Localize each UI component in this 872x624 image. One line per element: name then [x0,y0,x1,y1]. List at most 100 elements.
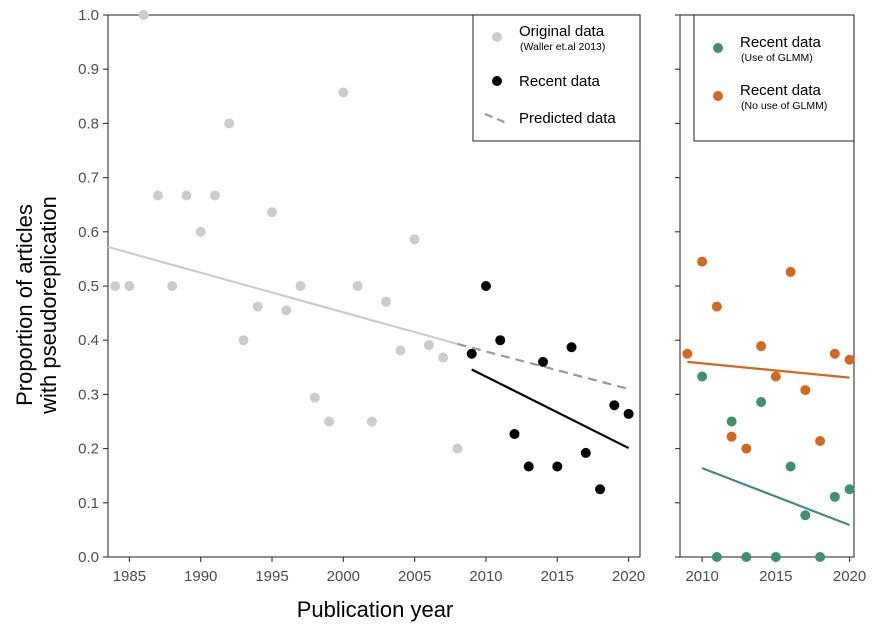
legend-key-glmm [713,43,723,53]
point-noglmm [815,436,826,447]
point-original [124,281,135,291]
y-axis-title-line-2: with pseudoreplication [36,196,61,415]
point-original [209,190,220,201]
point-original [438,352,449,363]
y-tick-label: 0.7 [78,170,99,187]
left-x-tick-label: 2010 [469,568,502,585]
point-original [352,281,363,291]
point-original [338,87,349,98]
y-tick-label: 0.3 [78,386,99,403]
y-tick-label: 1.0 [78,7,99,24]
point-recent [566,342,577,353]
point-original [309,392,320,403]
left-x-tick-label: 1995 [255,568,288,585]
point-noglmm [741,443,752,454]
fit-line-noglmm [687,360,850,379]
point-original [238,335,249,346]
legend-key-predicted [484,112,510,126]
legend-label-predicted: Predicted data [519,110,616,127]
point-original [295,281,306,291]
left-panel: 0.0 0.1 0.2 0.3 0.4 0.5 0.6 0.7 0.8 0.9 1.0 1985 199… [78,7,645,585]
point-recent [509,428,520,439]
point-original [195,226,206,237]
point-original [423,340,434,351]
point-original [167,281,178,291]
point-glmm [741,552,752,562]
y-tick-label: 0.0 [78,549,99,566]
point-recent [595,484,606,495]
y-tick-label: 0.5 [78,278,99,295]
point-original [224,118,235,129]
point-noglmm [770,371,781,382]
right-x-tick-label: 2020 [833,568,866,585]
legend-label-noglmm: Recent data [740,82,822,99]
point-noglmm [844,354,855,365]
point-original [281,305,292,316]
point-glmm [697,371,708,382]
left-x-tick-label: 2015 [541,568,574,585]
right-legend-box [693,14,855,142]
x-axis-title: Publication year [297,597,454,622]
left-x-tick-label: 2005 [398,568,431,585]
right-x-tick-label: 2010 [685,568,718,585]
fit-line-recent [471,368,630,450]
point-original [366,416,377,427]
y-tick-label: 0.1 [78,495,99,512]
legend-sublabel-glmm: (Use of GLMM) [741,52,813,64]
legend-key-original [492,32,502,42]
point-original [181,190,192,201]
legend-sublabel-noglmm: (No use of GLMM) [741,100,827,112]
point-original [138,10,149,20]
left-x-tick-label: 1990 [184,568,217,585]
left-x-tick-label: 2000 [327,568,360,585]
point-noglmm [711,301,722,312]
point-glmm [829,491,840,502]
point-noglmm [697,256,708,267]
point-glmm [785,461,796,472]
point-noglmm [682,348,693,359]
point-recent [466,348,477,359]
point-glmm [844,484,855,495]
point-original [252,301,263,312]
point-original [267,207,278,218]
point-recent [538,356,549,367]
point-noglmm [800,385,811,396]
y-axis-title: Proportion of articles with pseudoreplic… [12,196,61,415]
point-recent [580,447,591,458]
point-original [381,296,392,307]
point-original [395,345,406,356]
left-x-tick-label: 1985 [113,568,146,585]
legend-label-recent: Recent data [519,73,601,90]
legend-key-recent [492,76,502,86]
point-noglmm [726,431,737,442]
y-tick-label: 0.4 [78,332,99,349]
point-original [152,190,163,201]
y-tick-label: 0.2 [78,441,99,458]
point-glmm [726,416,737,427]
legend-label-original: Original data [519,23,605,40]
y-tick-label: 0.6 [78,224,99,241]
right-x-tick-label: 2015 [759,568,792,585]
y-tick-label: 0.9 [78,61,99,78]
legend-sublabel-original: (Waller et.al 2013) [520,41,605,53]
point-noglmm [785,266,796,277]
left-x-tick-label: 2020 [612,568,645,585]
point-original [324,416,335,427]
point-recent [609,400,620,411]
point-recent [552,461,563,472]
point-glmm [770,552,781,562]
point-recent [523,461,534,472]
fit-line-glmm [701,467,850,527]
point-recent [480,281,491,291]
legend-key-noglmm [713,91,723,101]
point-recent [623,408,634,419]
point-original [452,443,463,454]
point-glmm [815,552,826,562]
fit-line-original [107,245,458,346]
point-glmm [711,552,722,562]
point-glmm [800,510,811,521]
legend-label-glmm: Recent data [740,34,822,51]
point-glmm [756,396,767,407]
